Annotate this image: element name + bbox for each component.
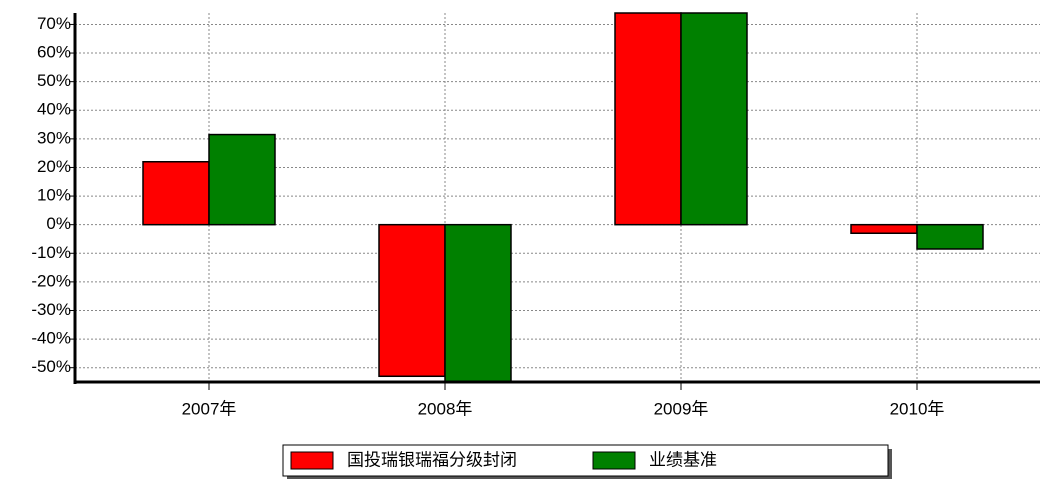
x-tick-label: 2008年: [418, 399, 473, 418]
y-tick-label: -20%: [31, 271, 71, 290]
y-tick-label: 20%: [37, 157, 71, 176]
y-tick-label: -10%: [31, 243, 71, 262]
y-tick-label: -30%: [31, 300, 71, 319]
y-tick-label: 60%: [37, 43, 71, 62]
y-tick-label: 0%: [46, 214, 71, 233]
bar: [916, 223, 984, 250]
y-tick-label: 50%: [37, 71, 71, 90]
x-tick-label: 2007年: [182, 399, 237, 418]
y-tick-label: 10%: [37, 186, 71, 205]
legend-label: 业绩基准: [649, 450, 717, 469]
bar: [208, 133, 276, 226]
bar: [614, 12, 682, 226]
bar: [680, 12, 748, 226]
bar: [444, 223, 512, 383]
y-tick-label: -40%: [31, 329, 71, 348]
bar: [850, 223, 918, 235]
bar: [378, 223, 446, 378]
legend: 国投瑞银瑞福分级封闭 业绩基准: [282, 444, 892, 479]
legend-label: 国投瑞银瑞福分级封闭: [347, 450, 517, 469]
legend-box: [282, 444, 889, 477]
bar: [142, 160, 210, 226]
y-tick-label: -50%: [31, 357, 71, 376]
x-tick-label: 2009年: [654, 399, 709, 418]
legend-swatch: [290, 451, 334, 470]
y-tick-label: 30%: [37, 128, 71, 147]
x-tick-label: 2010年: [890, 399, 945, 418]
y-tick-label: 40%: [37, 100, 71, 119]
legend-swatch: [592, 451, 636, 470]
y-tick-label: 70%: [37, 14, 71, 33]
